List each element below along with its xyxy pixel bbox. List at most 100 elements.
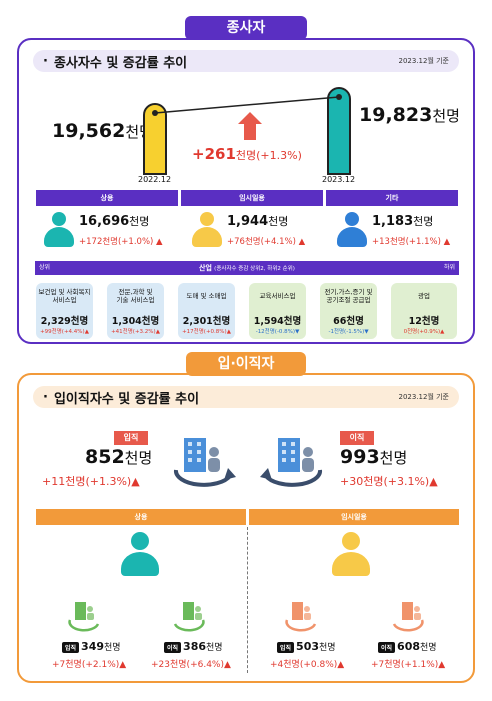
unit-text: 천명 (129, 215, 150, 228)
bar-2023 (327, 87, 351, 175)
temporary-entry-value: 입직 503천명 (277, 640, 336, 653)
unit-text: 천명 (104, 643, 121, 653)
industry-change: -12천명(-0.8%)▼ (249, 327, 306, 335)
group-header-temporary: 임시일용 (249, 509, 459, 525)
category-regular-change: +172천명(+1.0%) ▲ (79, 235, 163, 247)
entries-title: 입이직자수 및 증감률 추이 (53, 391, 200, 407)
entries-date: 2023.12월 기준 (398, 393, 450, 401)
group-divider (247, 527, 248, 673)
entries-panel (17, 373, 475, 683)
employees-title: 종사자수 및 증감률 추이 (53, 55, 188, 71)
employees-change: +261천명(+1.3%) (192, 145, 302, 163)
up-arrow-icon: ▲ (429, 475, 438, 488)
exit-badge: 이직 (164, 641, 182, 653)
industry-name: 광업 (418, 292, 430, 300)
value-text: 19,823 (359, 104, 433, 126)
change-value: +261 (192, 145, 236, 163)
down-arrow-icon: ▼ (364, 329, 369, 335)
group-header-regular: 상용 (36, 509, 246, 525)
up-arrow-icon: ▲ (298, 237, 306, 247)
unit-text: 천명 (413, 215, 434, 228)
industry-name: 교육서비스업 (259, 292, 296, 300)
industry-value: 66천명 (333, 316, 364, 327)
industry-name: 전문,과학 및 기술 서비스업 (116, 288, 155, 304)
up-arrow-icon: ▲ (119, 660, 127, 670)
category-temporary-value: 1,944천명 (227, 213, 288, 229)
entries-title-bar: · 입이직자수 및 증감률 추이 2023.12월 기준 (33, 386, 459, 408)
person-icon-temporary (192, 212, 222, 248)
entry-badge: 입직 (277, 641, 295, 653)
industry-header: 상위 산업 (종사자수 증감 상위2, 하위2 순위) 하위 (35, 261, 459, 275)
up-arrow-icon: ▲ (337, 660, 345, 670)
industry-value: 12천명 (408, 316, 440, 327)
up-arrow-icon: ▲ (156, 237, 163, 247)
exit-change: +30천명(+3.1%)▲ (340, 473, 438, 489)
exit-value: 993천명 (340, 446, 407, 468)
change-text: -12천명(-0.8%) (255, 329, 296, 335)
industry-name: 도매 및 소매업 (186, 292, 227, 300)
regular-entry-value: 입직 349천명 (62, 640, 121, 653)
industry-item: 도매 및 소매업 2,301천명 +17천명(+0.8%)▲ (178, 283, 235, 339)
change-text: +7천명(+2.1%) (52, 660, 120, 670)
industry-item: 교육서비스업 1,594천명 -12천명(-0.8%)▼ (249, 283, 306, 339)
change-text: +4천명(+0.8%) (270, 660, 338, 670)
change-text: +11천명(+1.3%) (42, 475, 132, 488)
change-text: +30천명(+3.1%) (340, 475, 430, 488)
value-text: 19,562 (52, 120, 126, 142)
change-text: +76천명(+4.1%) (227, 237, 296, 247)
change-text: 0천명(+0.9%) (403, 329, 441, 335)
up-arrow-icon: ▲ (226, 329, 231, 335)
person-icon-regular (44, 212, 74, 248)
regular-entry-icon (68, 602, 100, 632)
industry-change: +99천명(+4.4%)▲ (36, 327, 93, 335)
value-text: 993 (340, 446, 380, 468)
up-arrow-icon: ▲ (155, 329, 160, 335)
unit-text: 천명 (432, 107, 460, 125)
bullet-icon: · (43, 53, 48, 69)
industry-name: 전기,가스,증기 및 공기조절 공급업 (324, 288, 373, 304)
value-text: 852 (85, 446, 125, 468)
temporary-exit-icon (392, 602, 424, 632)
down-arrow-icon: ▼ (295, 329, 300, 335)
industry-change: +41천명(+3.2%)▲ (107, 327, 164, 335)
up-arrow-icon: ▲ (440, 329, 445, 335)
person-icon-temporary (332, 532, 370, 576)
category-temporary-change: +76천명(+4.1%) ▲ (227, 235, 305, 247)
person-icon-regular (121, 532, 159, 576)
unit-text: 천명 (268, 215, 289, 228)
change-text: +99천명(+4.4%) (40, 329, 85, 335)
up-arrow-icon: ▲ (84, 329, 89, 335)
entry-badge: 입직 (62, 641, 80, 653)
regular-entry-change: +7천명(+2.1%)▲ (52, 657, 126, 670)
change-text: -1천명(-1.5%) (328, 329, 365, 335)
up-arrow-icon: ▲ (443, 237, 451, 247)
industry-top-mark: 상위 (39, 264, 51, 271)
category-header-temporary: 임시일용 (181, 190, 323, 206)
regular-exit-change: +23천명(+6.4%)▲ (151, 657, 231, 670)
value-text: 1,183 (372, 214, 414, 229)
change-pct: (+1.3%) (256, 149, 302, 162)
temporary-entry-icon (285, 602, 317, 632)
bullet-icon: · (43, 389, 48, 405)
section2-tab: 입·이직자 (186, 352, 306, 376)
temporary-exit-change: +7천명(+1.1%)▲ (371, 657, 445, 670)
employees-date: 2023.12월 기준 (398, 57, 450, 65)
employees-title-bar: · 종사자수 및 증감률 추이 2023.12월 기준 (33, 50, 459, 72)
industry-value: 1,594천명 (253, 316, 302, 327)
up-arrow-icon: ▲ (131, 475, 140, 488)
change-text: +17천명(+0.8%) (182, 329, 227, 335)
employees-2023-value: 19,823천명 (359, 104, 460, 126)
industry-change: 0천명(+0.9%)▲ (391, 327, 457, 335)
industry-change: -1천명(-1.5%)▼ (320, 327, 377, 335)
category-other-change: +13천명(+1.1%) ▲ (372, 235, 450, 247)
change-text: +23천명(+6.4%) (151, 660, 224, 670)
up-arrow-icon: ▲ (438, 660, 446, 670)
unit-text: 천명 (379, 449, 408, 467)
category-header-regular: 상용 (36, 190, 178, 206)
category-header-other: 기타 (326, 190, 458, 206)
value-text: 1,944 (227, 214, 269, 229)
exit-label: 이직 (340, 431, 374, 445)
year-2023-label: 2023.12 (322, 175, 356, 184)
section1-tab: 종사자 (185, 16, 307, 40)
unit-text: 천명 (206, 643, 223, 653)
